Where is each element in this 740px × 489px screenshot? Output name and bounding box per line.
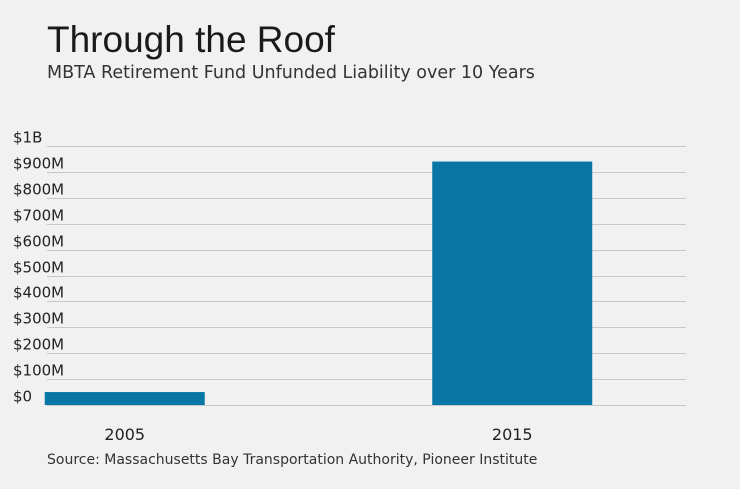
chart-subtitle: MBTA Retirement Fund Unfunded Liability …: [47, 63, 535, 83]
y-tick-label: $500M: [13, 259, 64, 277]
source-note: Source: Massachusetts Bay Transportation…: [47, 452, 538, 468]
x-tick-label: 2005: [104, 425, 145, 444]
y-tick-label: $300M: [13, 310, 64, 328]
chart-title: Through the Roof: [47, 19, 335, 60]
y-axis-tick-labels: $0 $100M $200M $300M $400M $500M $600M $700M $80…: [13, 129, 64, 406]
y-tick-label: $1B: [13, 129, 42, 147]
y-tick-label: $100M: [13, 362, 64, 380]
y-tick-label: $400M: [13, 284, 64, 302]
y-tick-label: $800M: [13, 181, 64, 199]
y-tick-label: $600M: [13, 233, 64, 251]
y-tick-label: $200M: [13, 336, 64, 354]
y-tick-label: $700M: [13, 207, 64, 225]
bar: [44, 392, 205, 405]
x-axis-tick-labels: 2005 2015: [104, 425, 532, 444]
bar: [432, 161, 593, 405]
x-tick-label: 2015: [492, 425, 533, 444]
y-tick-label: $900M: [13, 155, 64, 173]
y-tick-label: $0: [13, 388, 32, 406]
bars: [44, 161, 593, 405]
